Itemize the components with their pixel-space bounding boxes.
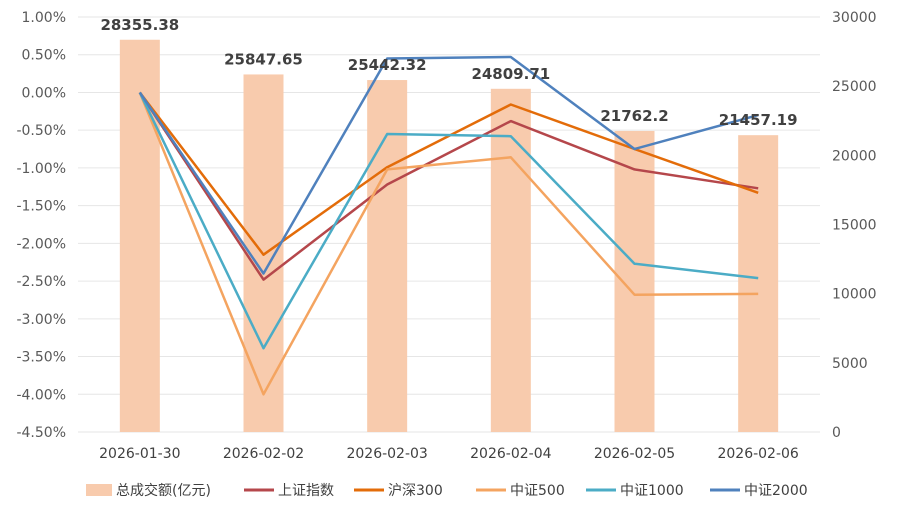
bar-data-label: 24809.71 [471, 65, 550, 83]
x-tick-label: 2026-02-04 [470, 446, 551, 462]
gridlines [78, 16, 820, 433]
y-right-tick-label: 30000 [832, 10, 877, 26]
y-right-tick-label: 5000 [832, 356, 868, 372]
bar-data-label: 25847.65 [224, 50, 303, 68]
legend-label: 中证500 [510, 483, 565, 499]
y-left-tick-label: -2.00% [16, 236, 66, 252]
y-left-tick-label: -2.50% [16, 274, 66, 290]
y-left-tick-label: -4.00% [16, 387, 66, 403]
bar-data-label: 21762.2 [600, 107, 668, 125]
y-left-tick-label: -4.50% [16, 425, 66, 441]
y-right-tick-label: 10000 [832, 287, 877, 303]
bar-data-label: 25442.32 [348, 56, 427, 74]
y-left-tick-label: 0.00% [22, 85, 66, 101]
x-tick-label: 2026-01-30 [99, 446, 180, 462]
line-中证500 [138, 92, 759, 396]
y-right-tick-label: 15000 [832, 218, 877, 234]
y-axis-left: 1.00% 0.50% 0.00% -0.50% -1.00% -1.50% -2.00% -… [16, 10, 66, 441]
legend-label: 沪深300 [388, 483, 443, 499]
bar-series-total-turnover [119, 39, 779, 432]
data-labels: 28355.38 25847.65 25442.32 24809.71 21762.2 2… [100, 16, 797, 129]
y-left-tick-label: 1.00% [22, 10, 66, 26]
legend: 总成交额(亿元) 上证指数 沪深300 中证500 中证1000 中证2000 [86, 482, 808, 499]
y-right-tick-label: 20000 [832, 148, 877, 164]
line-中证1000 [138, 91, 759, 350]
x-tick-label: 2026-02-02 [223, 446, 304, 462]
x-tick-label: 2026-02-03 [346, 446, 427, 462]
legend-label: 中证2000 [744, 483, 808, 499]
line-上证指数 [138, 91, 759, 281]
bar-2026-02-04 [490, 88, 531, 432]
bar-data-label: 28355.38 [100, 16, 179, 34]
y-left-tick-label: -1.00% [16, 161, 66, 177]
bar-2026-02-03 [367, 80, 408, 432]
legend-label: 中证1000 [620, 483, 684, 499]
y-right-tick-label: 25000 [832, 79, 877, 95]
y-left-tick-label: -3.00% [16, 312, 66, 328]
y-left-tick-label: -0.50% [16, 123, 66, 139]
y-left-tick-label: -1.50% [16, 199, 66, 215]
x-axis: 2026-01-30 2026-02-02 2026-02-03 2026-02-04… [99, 446, 799, 462]
y-left-tick-label: 0.50% [22, 48, 66, 64]
bar-data-label: 21457.19 [719, 111, 798, 129]
bar-2026-01-30 [119, 39, 160, 432]
bar-2026-02-05 [614, 130, 655, 432]
legend-label: 总成交额(亿元) [116, 482, 211, 499]
y-left-tick-label: -3.50% [16, 350, 66, 366]
line-series-group [138, 55, 759, 396]
legend-label: 上证指数 [278, 483, 334, 499]
x-tick-label: 2026-02-06 [717, 446, 798, 462]
bar-2026-02-06 [738, 135, 779, 432]
x-tick-label: 2026-02-05 [594, 446, 675, 462]
legend-swatch-bar [86, 484, 112, 496]
y-right-tick-label: 0 [832, 425, 841, 441]
line-中证2000 [138, 55, 759, 275]
y-axis-right: 30000 25000 20000 15000 10000 5000 0 [832, 10, 877, 441]
